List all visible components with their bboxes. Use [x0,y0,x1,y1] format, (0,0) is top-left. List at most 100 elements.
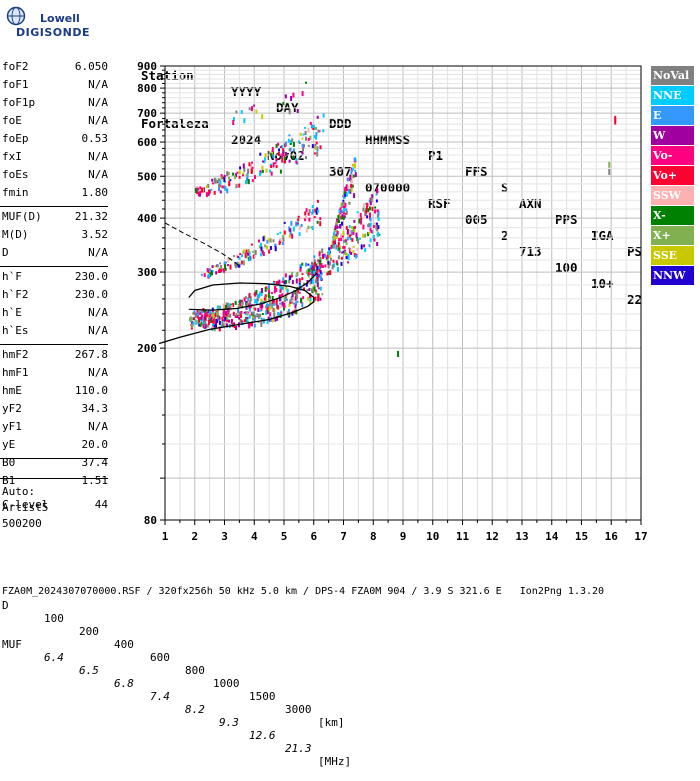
param-row: foF1p N/A [0,94,112,112]
echo-point [319,221,322,227]
echo-point [296,222,299,225]
echo-point [262,320,265,324]
echo-point [219,262,222,265]
echo-point [238,170,241,175]
param-value: N/A [88,78,108,91]
echo-point [343,195,345,199]
echo-point [313,263,316,268]
param-row: h`E N/A [0,304,112,322]
param-value: N/A [88,150,108,163]
echo-point [282,277,285,282]
muf-value: 6.4 [44,651,64,664]
echo-point [274,243,277,247]
echo-point [291,301,294,304]
echo-point [247,249,250,254]
echo-point [290,140,292,145]
echo-point [284,273,287,278]
echo-point [250,321,253,326]
echo-point [307,127,310,133]
echo-point [254,250,257,255]
echo-point [253,255,256,258]
echo-point [283,297,286,300]
echo-point [305,262,307,267]
echo-point [321,248,324,254]
echo-point [269,169,272,173]
param-divider [0,344,108,345]
param-label: yF1 [2,420,22,433]
echo-point [305,228,308,233]
echo-point [326,251,329,255]
echo-point [307,226,310,230]
echo-point [234,175,236,180]
echo-point [369,197,372,203]
y-tick-label: 700 [137,107,157,120]
echo-point [229,179,232,182]
echo-point [203,316,206,322]
echo-point [289,275,292,280]
echo-point [367,208,370,213]
echo-point [315,210,318,215]
muf-distance-value: 100 [44,612,64,625]
echo-point [291,310,294,313]
echo-point [347,188,350,194]
echo-point [370,197,373,203]
echo-point [266,318,269,324]
echo-point [308,217,311,222]
echo-point [251,106,253,112]
echo-point [324,264,327,268]
echo-point [369,202,372,206]
echo-point [353,228,356,233]
echo-point [315,291,318,295]
echo-point [245,304,248,310]
echo-point [294,304,297,309]
echo-point [321,293,324,296]
echo-point [307,144,310,147]
echo-point [297,215,300,218]
echo-point [203,273,206,278]
echo-point [292,148,295,152]
echo-point [303,287,305,291]
echo-point [301,143,304,148]
echo-point [278,148,280,152]
echo-point [238,316,241,320]
param-label: h`E [2,306,22,319]
echo-point [250,168,253,174]
echo-point [209,268,211,273]
echo-point [239,299,242,304]
param-row: B1 1.51 [0,472,112,490]
echo-point [284,158,286,164]
header-label: DDD [329,116,352,131]
echo-point [313,286,316,292]
header-label: P1 [428,148,444,163]
echo-point [229,264,232,270]
echo-point [291,275,294,278]
echo-point [260,292,263,297]
echo-point [312,209,314,214]
param-row: foE N/A [0,112,112,130]
parameter-list: foF2 6.050 foF1 N/A foF1p N/A foE N/A foEp 0.… [0,58,112,514]
echo-point [282,237,285,242]
echo-point [283,230,286,235]
echo-point [223,261,226,265]
echo-point [305,216,308,219]
echo-point [316,263,318,267]
param-label: hmF1 [2,366,29,379]
echo-point [196,310,199,313]
echo-point [194,313,197,319]
echo-point [210,316,213,321]
echo-point [377,216,380,221]
echo-point [238,175,241,179]
echo-point [340,261,343,266]
echo-point [268,318,271,322]
echo-point [272,281,275,285]
echo-point [269,312,272,317]
echo-point [285,297,288,301]
echo-point [370,230,373,233]
echo-point [338,237,341,241]
param-value: 0.53 [81,132,109,145]
param-value: N/A [88,246,108,259]
echo-point [292,141,295,147]
param-value: 110.0 [74,384,108,397]
echo-point [252,250,255,253]
echo-point [270,171,273,176]
